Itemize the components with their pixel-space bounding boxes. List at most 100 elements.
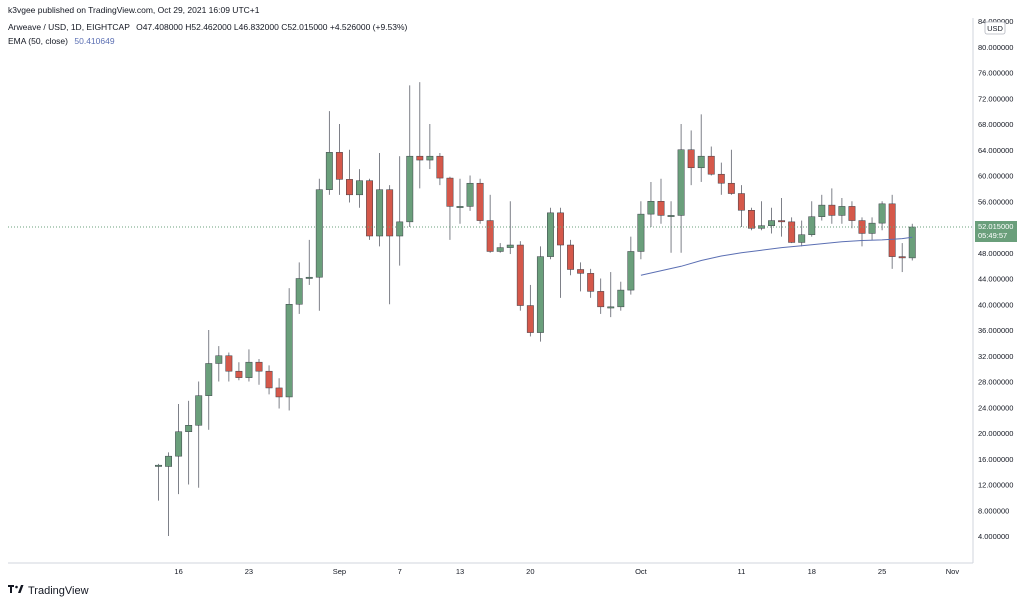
candle: [436, 152, 444, 186]
price-tick-label: 16.000000: [978, 455, 1013, 464]
candle: [466, 175, 474, 211]
candle-body: [737, 193, 745, 211]
price-tick-label: 72.000000: [978, 94, 1013, 103]
candle: [758, 201, 765, 231]
candle: [808, 201, 816, 237]
candle: [617, 281, 625, 311]
candle-body: [898, 256, 906, 259]
ema-line: [640, 236, 913, 276]
candle-body: [547, 212, 554, 257]
candle-body: [788, 221, 796, 243]
candle: [798, 220, 806, 247]
candle-body: [828, 204, 836, 216]
candle: [245, 349, 253, 382]
tradingview-brand[interactable]: TradingView: [8, 584, 89, 597]
candle: [587, 268, 595, 298]
price-tick-label: 68.000000: [978, 120, 1013, 129]
candle-body: [295, 278, 303, 305]
candle-body: [486, 220, 494, 252]
candle: [486, 194, 494, 253]
price-tick-label: 32.000000: [978, 352, 1013, 361]
time-tick-label: Nov: [946, 567, 960, 576]
candle: [687, 130, 695, 186]
candle: [416, 82, 424, 189]
candle-body: [607, 306, 615, 309]
candle: [376, 152, 384, 247]
candle: [828, 188, 836, 224]
time-tick-label: 11: [738, 567, 746, 576]
candle-body: [275, 387, 283, 398]
candle-body: [255, 361, 263, 372]
price-tick-label: 48.000000: [978, 249, 1013, 258]
candle: [215, 346, 223, 382]
price-tick-label: 60.000000: [978, 172, 1013, 181]
candle-body: [727, 182, 735, 194]
candle-body: [456, 206, 464, 208]
candle: [175, 404, 183, 495]
candle: [727, 149, 735, 195]
price-axis[interactable]: 84.000000 80.000000 76.000000 72.000000 68.0…: [978, 17, 1013, 541]
candle-body: [325, 152, 333, 190]
candle-body: [416, 155, 424, 161]
candle: [205, 330, 213, 430]
candle: [848, 201, 856, 229]
candle-body: [677, 149, 685, 216]
price-tick-label: 20.000000: [978, 429, 1013, 438]
candle: [225, 352, 233, 382]
candle: [366, 178, 374, 240]
candle-body: [225, 355, 233, 372]
candle: [607, 272, 615, 318]
candle: [255, 358, 263, 385]
price-tick-label: 8.000000: [978, 506, 1009, 515]
candle-body: [245, 361, 253, 378]
candle-body: [818, 204, 826, 217]
candle-body: [175, 431, 183, 457]
candle: [155, 463, 162, 501]
candle-body: [235, 370, 243, 378]
candle: [717, 162, 725, 195]
time-tick-label: 18: [808, 567, 816, 576]
candle-body: [185, 425, 193, 432]
candle: [567, 239, 574, 276]
candle: [748, 207, 755, 231]
candles: [155, 82, 916, 536]
candle: [195, 381, 203, 488]
candle-body: [908, 226, 916, 259]
last-price-label: 52.015000: [978, 222, 1013, 231]
candle: [768, 207, 775, 234]
candle: [788, 217, 796, 244]
price-tick-label: 76.000000: [978, 69, 1013, 78]
candle-body: [878, 203, 886, 224]
candle: [235, 362, 243, 381]
symbol-title[interactable]: Arweave / USD, 1D, EIGHTCAP: [8, 22, 130, 32]
candle: [898, 243, 906, 273]
candle: [707, 146, 715, 176]
ema-label: EMA (50, close): [8, 36, 68, 46]
candle-body: [346, 179, 353, 196]
candle: [356, 169, 363, 208]
symbol-legend[interactable]: Arweave / USD, 1D, EIGHTCAP O47.408000 H…: [8, 22, 407, 32]
time-tick-label: 16: [174, 567, 182, 576]
candle: [647, 181, 655, 227]
candle-body: [567, 244, 574, 270]
candle-body: [466, 182, 474, 207]
candle: [285, 288, 293, 411]
candle-body: [426, 155, 434, 161]
candle: [526, 284, 534, 337]
candle-body: [637, 213, 645, 252]
candle: [597, 278, 605, 314]
ema-legend[interactable]: EMA (50, close) 50.410649: [8, 36, 115, 46]
candle-body: [265, 370, 273, 389]
candle-body: [838, 206, 846, 216]
candle: [325, 111, 333, 195]
candle-body: [717, 173, 725, 184]
price-tick-label: 40.000000: [978, 300, 1013, 309]
currency-badge[interactable]: USD: [984, 21, 1006, 35]
candle: [657, 178, 665, 224]
candle: [335, 124, 343, 195]
time-axis[interactable]: 16 23 Sep 7 13 20 Oct 11 18 25 Nov: [174, 567, 959, 576]
candle: [908, 223, 916, 261]
candle: [406, 85, 414, 227]
candle-body: [617, 289, 625, 308]
